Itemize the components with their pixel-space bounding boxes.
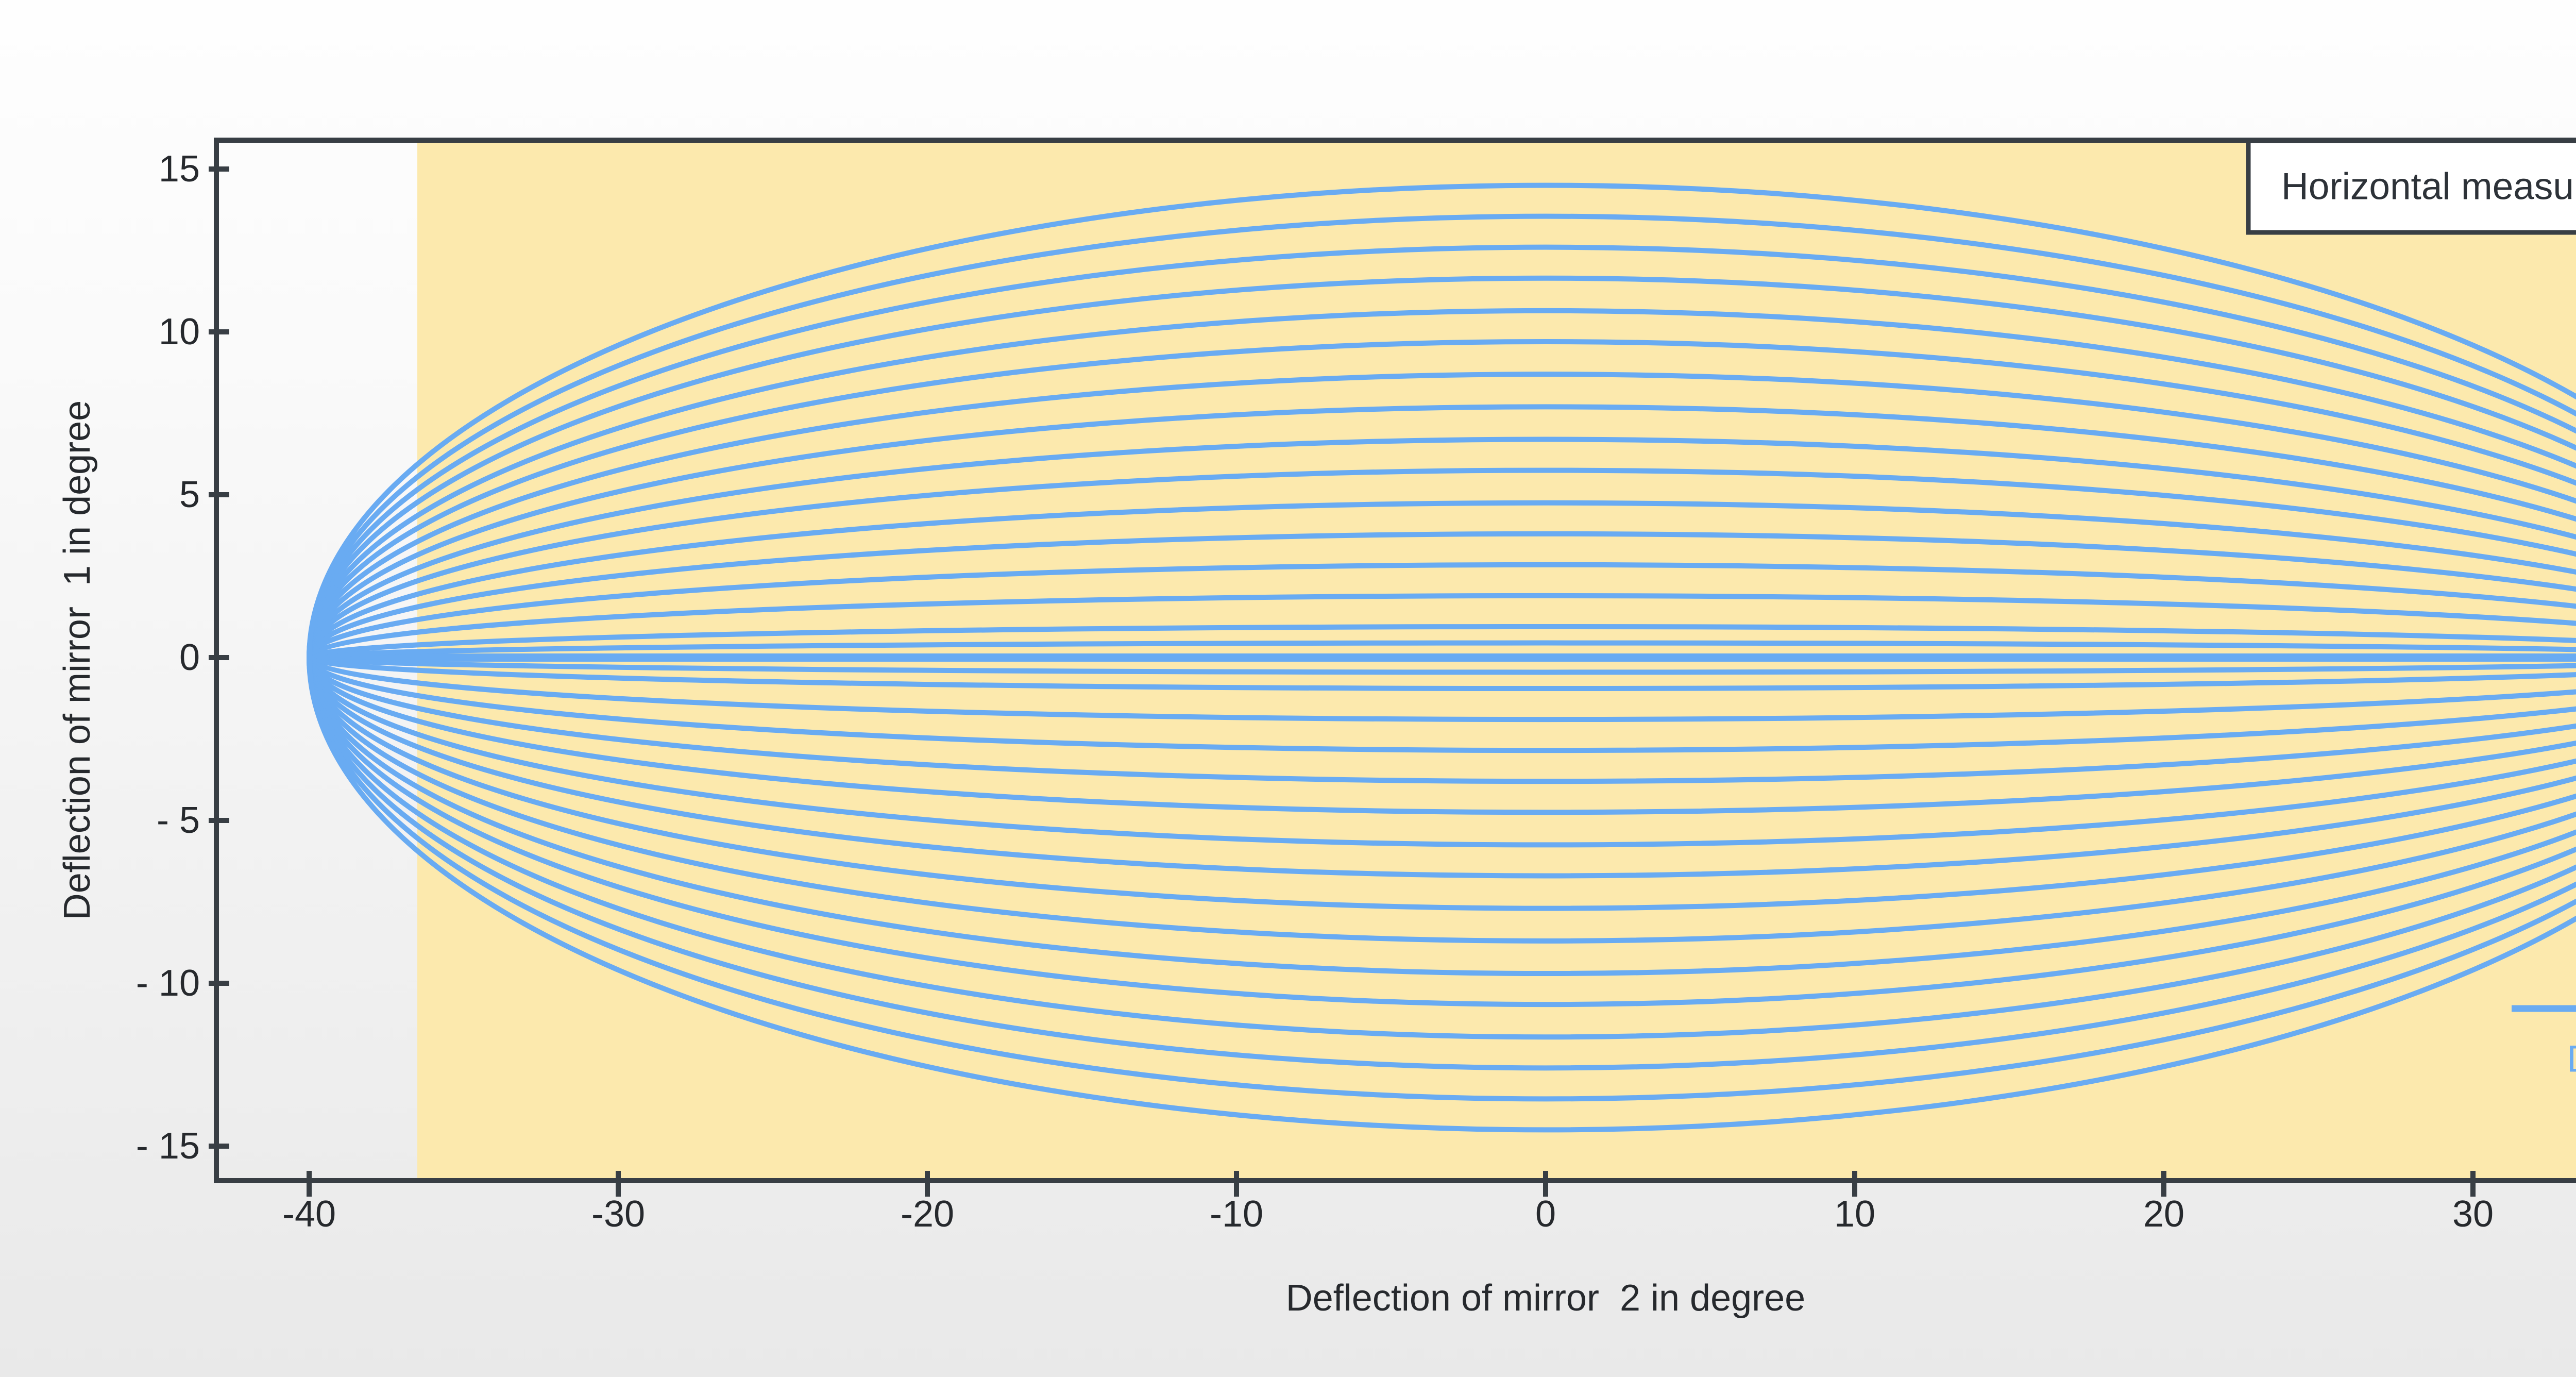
y-axis-ticks: 15 10 5 0 - 5 - 10 - 15 — [136, 148, 229, 1167]
x-tick-label: 20 — [2143, 1194, 2184, 1235]
legend-entry-label: Horizontal measuring field — [2281, 166, 2576, 208]
y-tick-label: 15 — [159, 148, 200, 190]
x-axis-ticks: -40-30-20-10010203040 — [282, 1171, 2494, 1235]
x-tick-label: -20 — [901, 1194, 954, 1235]
x-tick-label: 10 — [1834, 1194, 1875, 1235]
y-axis-label: Deflection of mirror 1 in degree — [57, 400, 98, 920]
y-tick-label: 10 — [159, 311, 200, 352]
y-tick-label: - 10 — [136, 963, 200, 1004]
x-tick-label: -40 — [282, 1194, 336, 1235]
legend-box — [2246, 138, 2576, 235]
x-tick-label: 30 — [2452, 1194, 2494, 1235]
y-tick-label: - 5 — [157, 800, 200, 841]
legend: Horizontal measuring field — [2246, 138, 2576, 235]
deflection-curve — [307, 182, 2576, 1133]
deflection-curves-group — [307, 182, 2576, 1133]
y-tick-label: - 15 — [136, 1126, 200, 1167]
x-axis-label: Deflection of mirror 2 in degree — [1286, 1278, 1805, 1319]
x-tick-label: -10 — [1210, 1194, 1263, 1235]
annotation-line-1: Deflection of — [2567, 1038, 2576, 1080]
x-tick-label: -30 — [591, 1194, 645, 1235]
x-tick-label: 0 — [1535, 1194, 1556, 1235]
y-tick-label: 0 — [179, 637, 200, 678]
curves-annotation: Deflection of the mirrors — [2512, 1005, 2576, 1080]
y-tick-label: 5 — [179, 474, 200, 515]
